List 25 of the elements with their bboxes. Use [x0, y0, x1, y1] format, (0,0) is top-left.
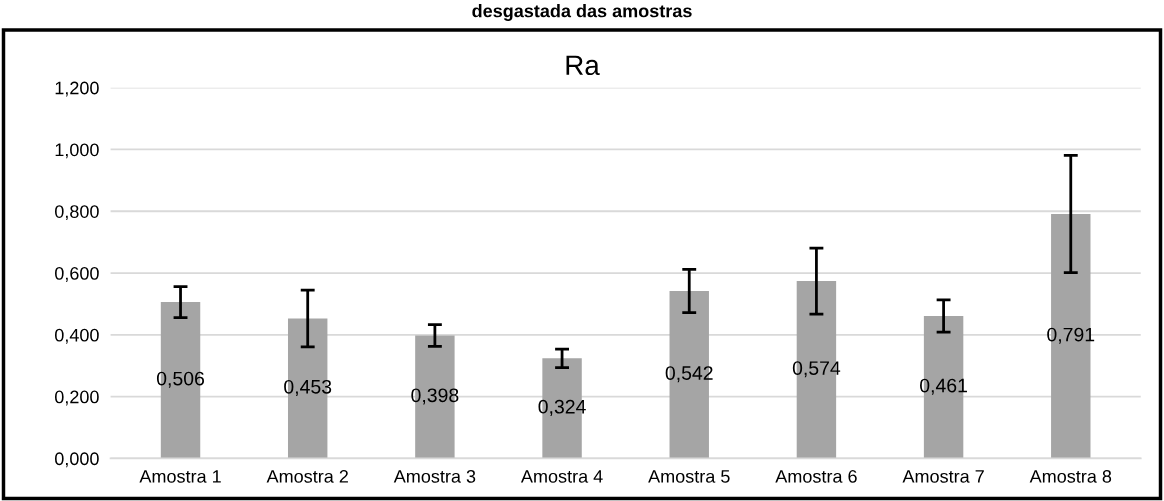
y-tick-label: 0,200	[55, 390, 99, 406]
y-tick-label: 1,000	[55, 143, 99, 159]
data-label: 0,542	[665, 366, 713, 383]
data-label: 0,574	[792, 361, 841, 378]
x-tick-label: Amostra 1	[139, 470, 221, 483]
data-label: 0,324	[538, 399, 586, 416]
x-tick-label: Amostra 7	[902, 470, 984, 483]
x-tick-label: Amostra 5	[648, 470, 730, 483]
y-tick-label: 0,800	[55, 205, 99, 221]
x-tick-label: Amostra 4	[520, 470, 603, 483]
data-label: 0,506	[156, 371, 204, 388]
data-label: 0,398	[411, 388, 459, 405]
x-tick-label: Amostra 3	[393, 470, 476, 483]
data-label: 0,791	[1047, 327, 1095, 344]
y-tick-label: 0,600	[55, 266, 99, 282]
x-tick-label: Amostra 2	[266, 470, 348, 483]
y-tick-label: 0,000	[55, 452, 99, 468]
x-tick-label: Amostra 8	[1029, 470, 1112, 483]
text: desgastada das amostras	[472, 4, 692, 21]
chart-title: Ra	[566, 55, 600, 76]
data-label: 0,453	[284, 379, 332, 396]
y-tick-label: 1,200	[55, 81, 99, 97]
y-tick-label: 0,400	[55, 328, 99, 344]
x-tick-label: Amostra 6	[775, 470, 857, 483]
data-label: 0,461	[920, 378, 967, 395]
